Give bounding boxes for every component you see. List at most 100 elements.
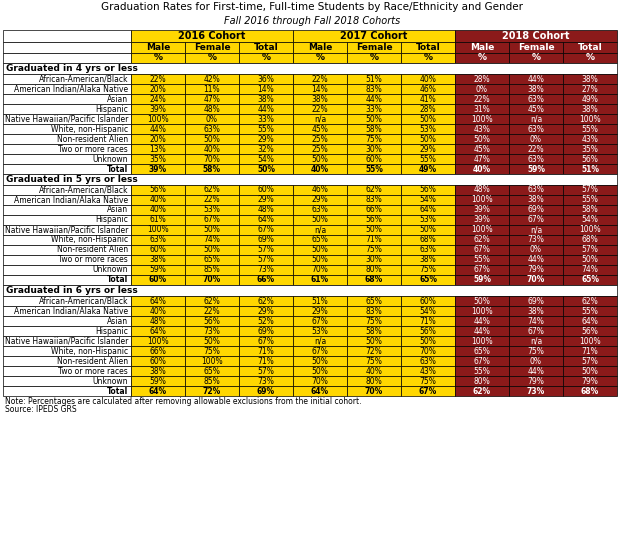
Bar [347,366,401,376]
Bar [509,185,563,195]
Text: %: % [585,54,595,62]
Bar [131,185,185,195]
Text: 60%: 60% [150,357,167,365]
Bar [3,104,131,114]
Bar [293,84,347,94]
Bar [509,114,563,124]
Bar [239,326,293,336]
Text: 51%: 51% [581,165,599,173]
Text: %: % [208,54,217,62]
Text: 56%: 56% [150,185,167,195]
Text: 50%: 50% [203,246,220,254]
Text: 35%: 35% [150,154,167,164]
Bar [185,144,239,154]
Text: 54%: 54% [582,216,598,224]
Bar [185,225,239,235]
Text: Native Hawaiian/Pacific Islander: Native Hawaiian/Pacific Islander [4,114,128,124]
Text: %: % [261,54,270,62]
Text: 58%: 58% [366,125,383,133]
Text: 0%: 0% [206,114,218,124]
Text: 65%: 65% [581,276,599,284]
Text: Asian: Asian [107,206,128,214]
Text: 64%: 64% [419,206,436,214]
Bar [563,265,617,275]
Text: 45%: 45% [311,125,328,133]
Text: 67%: 67% [311,317,328,325]
Bar [239,366,293,376]
Bar [185,336,239,346]
Text: %: % [424,54,432,62]
Bar [509,316,563,326]
Bar [347,144,401,154]
Bar [455,134,509,144]
Bar [563,134,617,144]
Bar [563,164,617,174]
Text: 65%: 65% [203,255,220,265]
Text: 29%: 29% [258,306,275,316]
Bar [3,164,131,174]
Text: 69%: 69% [258,236,275,245]
Text: 75%: 75% [203,346,220,356]
Bar [131,225,185,235]
Bar [455,104,509,114]
Bar [347,53,401,63]
Text: 100%: 100% [471,114,493,124]
Text: 40%: 40% [366,366,383,375]
Bar [563,94,617,104]
Bar [131,195,185,205]
Text: 70%: 70% [311,376,328,386]
Text: 100%: 100% [147,225,169,235]
Text: n/a: n/a [314,114,326,124]
Bar [293,144,347,154]
Bar [563,245,617,255]
Text: 14%: 14% [258,84,275,94]
Text: American Indian/Alaka Native: American Indian/Alaka Native [14,84,128,94]
Text: 54%: 54% [419,195,436,205]
Bar [131,265,185,275]
Text: %: % [477,54,487,62]
Bar [3,356,131,366]
Bar [131,205,185,215]
Bar [509,53,563,63]
Bar [401,164,455,174]
Bar [185,104,239,114]
Text: 71%: 71% [258,357,275,365]
Text: 40%: 40% [419,74,436,84]
Bar [455,94,509,104]
Text: Total: Total [107,276,128,284]
Bar [455,144,509,154]
Bar [401,366,455,376]
Text: 50%: 50% [311,366,328,375]
Text: Male: Male [470,43,494,52]
Text: 50%: 50% [366,114,383,124]
Text: 69%: 69% [258,327,275,335]
Text: White, non-Hispanic: White, non-Hispanic [51,125,128,133]
Text: 80%: 80% [366,265,383,275]
Bar [293,53,347,63]
Text: 67%: 67% [258,336,275,346]
Text: 38%: 38% [150,255,167,265]
Bar [347,316,401,326]
Text: 56%: 56% [419,185,436,195]
Bar [455,215,509,225]
Text: 70%: 70% [527,276,545,284]
Text: 64%: 64% [311,387,329,395]
Text: Hispanic: Hispanic [95,216,128,224]
Text: 38%: 38% [311,95,328,103]
Bar [239,114,293,124]
Bar [455,74,509,84]
Bar [509,74,563,84]
Bar [293,114,347,124]
Bar [3,326,131,336]
Bar [347,124,401,134]
Bar [239,386,293,396]
Bar [455,124,509,134]
Bar [401,124,455,134]
Bar [509,144,563,154]
Text: 50%: 50% [311,216,328,224]
Text: 44%: 44% [527,366,544,375]
Text: 85%: 85% [203,376,220,386]
Text: 70%: 70% [365,387,383,395]
Text: 33%: 33% [258,114,275,124]
Text: 44%: 44% [474,327,490,335]
